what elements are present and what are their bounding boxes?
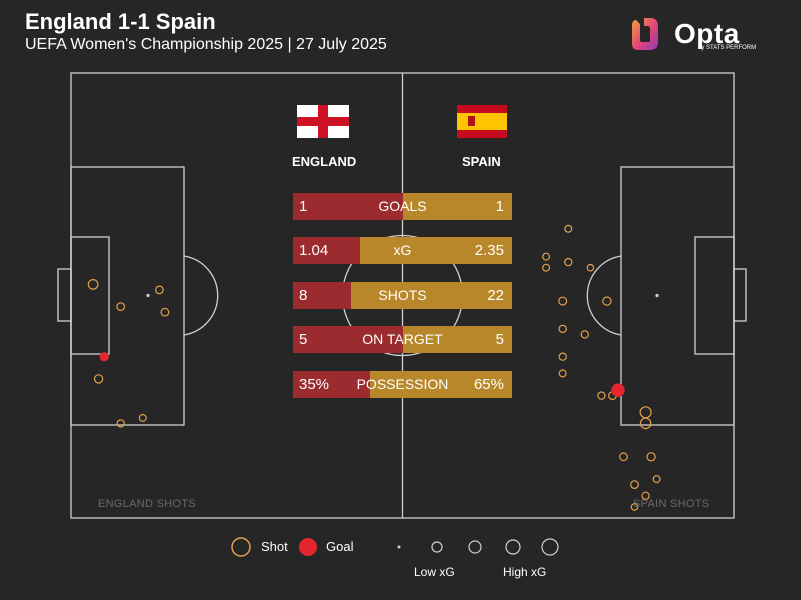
stat-bar-home [293,371,370,398]
spain-shot-marker [619,452,628,462]
spain-shot-marker [558,369,567,378]
legend-high-xg: High xG [503,565,547,579]
spain-shot-marker [542,252,551,261]
legend-xg-size-5 [541,538,559,556]
legend-goal-marker [299,538,317,556]
spain-shot-marker [639,417,652,430]
spain-shot-marker [639,406,652,419]
stat-home-value: 1 [299,198,308,215]
england-shot-marker [93,374,104,384]
stat-bar-away [370,371,512,398]
spain-shot-marker [558,352,567,361]
stat-away-value: 65% [473,376,504,393]
england-goal-marker [99,352,109,362]
right-penalty-arc [586,255,622,336]
spain-goal-marker [611,383,625,397]
stat-away-value: 22 [487,287,504,304]
opta-logo-icon [632,18,658,50]
england-shot-marker [138,413,147,422]
legend-xg-size-1 [397,545,401,549]
legend-layer [231,537,559,557]
spain-shot-marker [597,391,606,400]
spain-shot-marker [652,475,661,484]
spain-flag [457,105,507,138]
spain-shot-marker [542,263,551,272]
england-flag [297,105,349,138]
stat-bar-away [403,326,512,353]
left-goal [57,268,72,322]
england-shot-marker [116,302,126,312]
right-penalty-area [620,166,735,426]
spain-shot-marker [586,263,595,272]
england-team-label: ENGLAND [292,154,357,169]
spain-shot-marker [630,480,639,490]
stat-bar-home [293,237,360,264]
england-shots-label: ENGLAND SHOTS [98,498,197,510]
shots-layer [87,224,661,511]
left-six-yard-box [70,236,110,355]
stat-home-value: 35% [299,376,330,393]
stat-home-value: 1.04 [299,242,329,259]
spain-team-label: SPAIN [462,154,501,169]
legend-xg-size-2 [431,541,443,553]
stat-bar-home [293,282,351,309]
spain-shot-marker [630,503,639,511]
left-penalty-area [70,166,185,426]
stat-label: ON TARGET [362,331,443,347]
stat-row-goals: 1 GOALS 1 [293,193,512,220]
left-penalty-spot [146,293,150,298]
stat-row-on-target: 5 ON TARGET 5 [293,326,512,353]
legend-xg-size-4 [505,539,521,555]
stat-label: SHOTS [378,287,427,303]
spain-shot-marker [564,257,573,267]
stat-row-possession: 35% POSSESSION 65% [293,371,512,398]
stat-bar-away [351,282,512,309]
stat-home-value: 5 [299,331,308,348]
spain-shot-marker [580,330,590,339]
right-penalty-spot [655,293,659,298]
stat-bar-away [403,193,512,220]
spain-shot-marker [641,491,650,500]
opta-logo: Opta by STATS PERFORM [628,12,768,56]
legend-xg-size-3 [468,540,482,554]
spain-shot-marker [646,452,656,462]
stat-home-value: 8 [299,287,308,304]
stat-label: GOALS [378,198,427,214]
england-shot-marker [87,279,99,290]
page-title: England 1-1 Spain [25,9,216,34]
stat-row-xg: 1.04 xG 2.35 [293,237,512,264]
spain-shot-marker [564,224,573,233]
legend-shot-label: Shot [261,539,288,554]
stat-label: POSSESSION [356,376,449,392]
england-shot-marker [154,285,164,295]
stat-bar-home [293,193,403,220]
england-shot-marker [160,307,170,317]
opta-tagline: by STATS PERFORM [698,45,757,51]
spain-shot-marker [558,296,568,306]
legend-low-xg: Low xG [414,565,455,579]
legend-goal-label: Goal [326,539,354,554]
stat-bar-home [293,326,403,353]
stat-label: xG [393,242,412,258]
right-six-yard-box [694,236,735,355]
legend-shot-marker [231,537,251,557]
stat-bar-away [360,237,512,264]
stat-row-shots: 8 SHOTS 22 [293,282,512,309]
spain-shots-label: SPAIN SHOTS [633,498,710,510]
stat-away-value: 5 [495,331,504,348]
page-subtitle: UEFA Women's Championship 2025 | 27 July… [25,36,387,53]
spain-shot-marker [602,296,612,306]
england-shot-marker [116,419,125,428]
spain-shot-marker [558,324,567,334]
stat-away-value: 2.35 [474,242,504,259]
stat-away-value: 1 [495,198,504,215]
opta-wordmark: Opta [674,18,740,49]
right-goal [733,268,747,322]
left-penalty-arc [183,255,219,336]
